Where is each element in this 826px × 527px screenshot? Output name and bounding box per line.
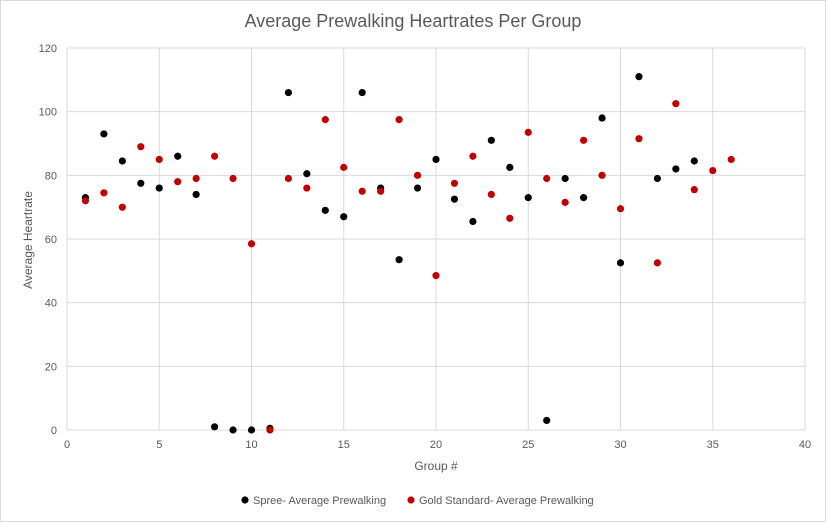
- y-tick-label: 100: [39, 107, 57, 119]
- gold-standard-data-point: [100, 189, 108, 197]
- x-tick-label: 20: [430, 439, 442, 451]
- spree-data-point: [155, 184, 163, 192]
- gold-standard-data-point: [598, 171, 606, 179]
- spree-data-point: [358, 88, 366, 97]
- gold-standard-data-point: [709, 166, 717, 175]
- gold-standard-data-point: [653, 259, 662, 267]
- spree-data-point: [469, 217, 477, 226]
- spree-data-point: [303, 170, 311, 178]
- legend: Spree- Average Prewalking Gold Standard-…: [241, 495, 594, 507]
- y-tick-label: 0: [51, 425, 57, 437]
- x-tick-label: 10: [245, 439, 257, 451]
- spree-data-point: [321, 206, 329, 214]
- spree-data-point: [598, 114, 606, 122]
- gold-standard-data-point: [211, 152, 219, 160]
- gold-standard-data-point: [155, 155, 163, 164]
- gold-standard-data-point: [266, 426, 274, 434]
- y-tick-label: 120: [39, 43, 57, 55]
- gold-standard-data-point: [358, 187, 366, 195]
- x-tick-label: 5: [156, 439, 162, 451]
- gold-standard-data-point: [284, 174, 292, 183]
- gold-standard-data-point: [543, 174, 551, 183]
- y-axis-label: Average Heartrate: [21, 191, 35, 289]
- x-tick-label: 40: [799, 439, 811, 451]
- legend-marker-spree: [241, 496, 249, 504]
- gold-standard-data-point: [450, 179, 459, 187]
- spree-data-point: [118, 157, 126, 165]
- chart-title: Average Prewalking Heartrates Per Group: [245, 11, 582, 31]
- y-axis-ticks: 0 20 40 60 80 100 120: [39, 43, 57, 437]
- gold-standard-data-point: [469, 152, 477, 160]
- gold-standard-data-point: [635, 135, 643, 143]
- spree-data-point: [192, 190, 200, 199]
- gold-standard-data-point: [229, 174, 237, 183]
- gold-standard-data-point: [395, 116, 403, 124]
- spree-data-point: [543, 416, 551, 425]
- spree-data-point: [580, 194, 588, 202]
- spree-data-point: [100, 130, 108, 138]
- spree-data-point: [211, 423, 219, 431]
- spree-data-point: [524, 194, 532, 202]
- spree-data-point: [690, 157, 698, 165]
- gold-standard-data-point: [118, 203, 126, 211]
- gold-standard-data-point: [561, 198, 569, 206]
- spree-data-point: [635, 73, 643, 81]
- gold-standard-data-point: [321, 116, 329, 124]
- legend-label-gold-standard: Gold Standard- Average Prewalking: [419, 495, 594, 507]
- spree-data-point: [395, 256, 403, 264]
- spree-data-point: [653, 174, 662, 183]
- spree-data-point: [137, 179, 145, 187]
- gold-standard-data-point: [192, 174, 200, 183]
- legend-label-spree: Spree- Average Prewalking: [253, 495, 386, 507]
- gold-standard-data-point: [672, 100, 680, 108]
- y-tick-label: 20: [45, 361, 57, 373]
- spree-data-point: [340, 213, 348, 221]
- spree-data-point: [487, 136, 495, 144]
- x-tick-label: 15: [338, 439, 350, 451]
- y-tick-label: 60: [45, 234, 57, 246]
- spree-data-point: [284, 88, 292, 97]
- spree-data-point: [229, 426, 237, 434]
- spree-data-point: [413, 184, 422, 192]
- x-tick-label: 35: [707, 439, 719, 451]
- spree-data-point: [247, 426, 256, 434]
- x-axis-label: Group #: [414, 459, 458, 473]
- spree-data-point: [432, 155, 440, 164]
- gold-standard-data-point: [174, 178, 182, 186]
- data-points: [81, 73, 735, 434]
- x-tick-label: 30: [614, 439, 626, 451]
- x-tick-label: 25: [522, 439, 534, 451]
- gold-standard-data-point: [432, 272, 440, 280]
- y-tick-label: 40: [45, 298, 57, 310]
- gold-standard-data-point: [727, 155, 735, 164]
- gold-standard-data-point: [340, 163, 348, 171]
- gold-standard-data-point: [413, 171, 422, 179]
- gold-standard-data-point: [616, 205, 625, 213]
- spree-data-point: [450, 195, 459, 203]
- gold-standard-data-point: [524, 128, 532, 136]
- gold-standard-data-point: [303, 184, 311, 192]
- spree-data-point: [174, 152, 182, 160]
- gold-standard-data-point: [506, 214, 514, 222]
- x-axis-ticks: 0 5 10 15 20 25 30 35 40: [64, 439, 811, 451]
- spree-data-point: [672, 165, 680, 173]
- gold-standard-data-point: [377, 187, 385, 195]
- legend-marker-gold-standard: [407, 496, 415, 504]
- spree-data-point: [506, 163, 514, 171]
- spree-data-point: [561, 174, 569, 183]
- gold-standard-data-point: [81, 197, 90, 205]
- gold-standard-data-point: [690, 186, 698, 194]
- gridlines: [66, 47, 806, 431]
- gold-standard-data-point: [247, 240, 256, 248]
- gold-standard-data-point: [487, 190, 495, 199]
- y-tick-label: 80: [45, 170, 57, 182]
- gold-standard-data-point: [137, 143, 145, 151]
- x-tick-label: 0: [64, 439, 70, 451]
- spree-data-point: [616, 259, 625, 267]
- gold-standard-data-point: [580, 136, 588, 144]
